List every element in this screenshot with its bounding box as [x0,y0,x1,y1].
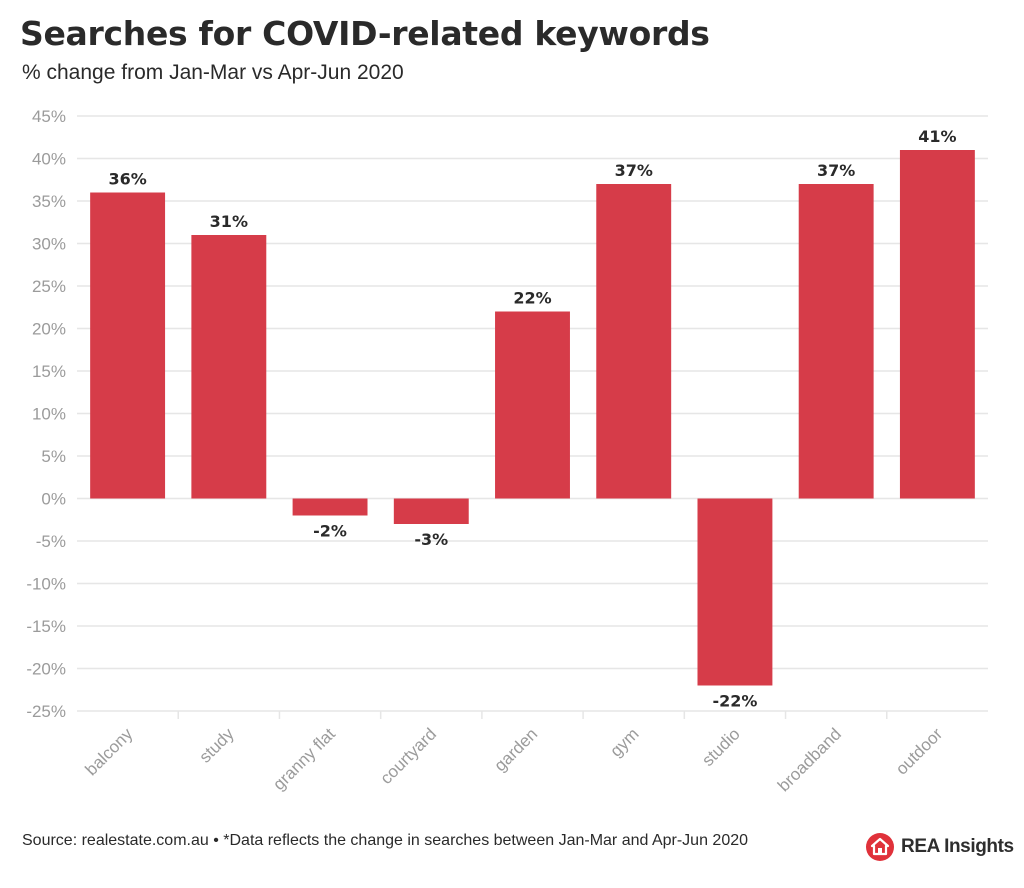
bar-value-label: 41% [918,127,956,146]
y-tick-label: -20% [26,660,66,679]
x-tick-label: broadband [774,724,845,795]
bar [393,498,469,524]
bar [191,235,267,499]
x-tick-label: outdoor [892,724,946,778]
house-icon [866,833,894,861]
y-tick-label: -25% [26,702,66,721]
bar [292,498,368,516]
y-tick-label: 45% [32,107,66,126]
brand-name: REA Insights [901,836,1014,857]
bar-value-label: -22% [712,692,757,711]
y-tick-label: 40% [32,150,66,169]
x-tick-label: granny flat [269,724,339,794]
y-axis-ticks: 45% 40% 35% 30% 25% 20% 15% 10% 5% 0% -5% -10% -15% -… [26,107,66,721]
source-note: Source: realestate.com.au • *Data reflec… [22,832,749,849]
bar-value-label: -2% [313,522,347,541]
chart-subtitle: % change from Jan-Mar vs Apr-Jun 2020 [22,61,404,84]
brand-logo[interactable]: REA Insights [865,832,1014,862]
bar-value-label: -3% [414,530,448,549]
bar [697,498,773,686]
bar-chart: 45% 40% 35% 30% 25% 20% 15% 10% 5% 0% -5% -10% -15% -… [26,107,988,795]
y-tick-label: 25% [32,277,66,296]
bar [495,311,570,499]
x-tick-label: courtyard [377,724,441,788]
y-tick-label: 20% [32,320,66,339]
x-tick-label: study [195,724,238,767]
x-tick-label: balcony [82,724,137,779]
x-tick-label: gym [606,724,642,760]
bar [596,184,672,499]
bar-value-label: 22% [513,289,551,308]
y-tick-label: -5% [36,532,66,551]
x-tick-label: garden [490,724,541,775]
y-tick-label: -10% [26,575,66,594]
chart-title: Searches for COVID-related keywords [20,14,710,53]
y-tick-label: 35% [32,192,66,211]
bar [798,184,874,499]
bar-value-label: 37% [817,161,855,180]
y-tick-label: 10% [32,405,66,424]
y-tick-label: 15% [32,362,66,381]
y-tick-label: 0% [41,490,66,509]
x-tick-label: studio [698,724,744,770]
y-tick-label: -15% [26,617,66,636]
y-tick-label: 5% [41,447,66,466]
bar [90,192,166,499]
bar-value-label: 37% [615,161,653,180]
bar [899,150,975,499]
bar-value-label: 36% [108,170,146,189]
y-tick-label: 30% [32,235,66,254]
bar-value-labels: 36% 31% -2% -3% 22% 37% -22% 37% 41% [108,127,956,711]
x-axis-ticks: balcony study granny flat courtyard garden gy… [82,711,946,795]
bars [90,150,975,686]
bar-value-label: 31% [210,212,248,231]
